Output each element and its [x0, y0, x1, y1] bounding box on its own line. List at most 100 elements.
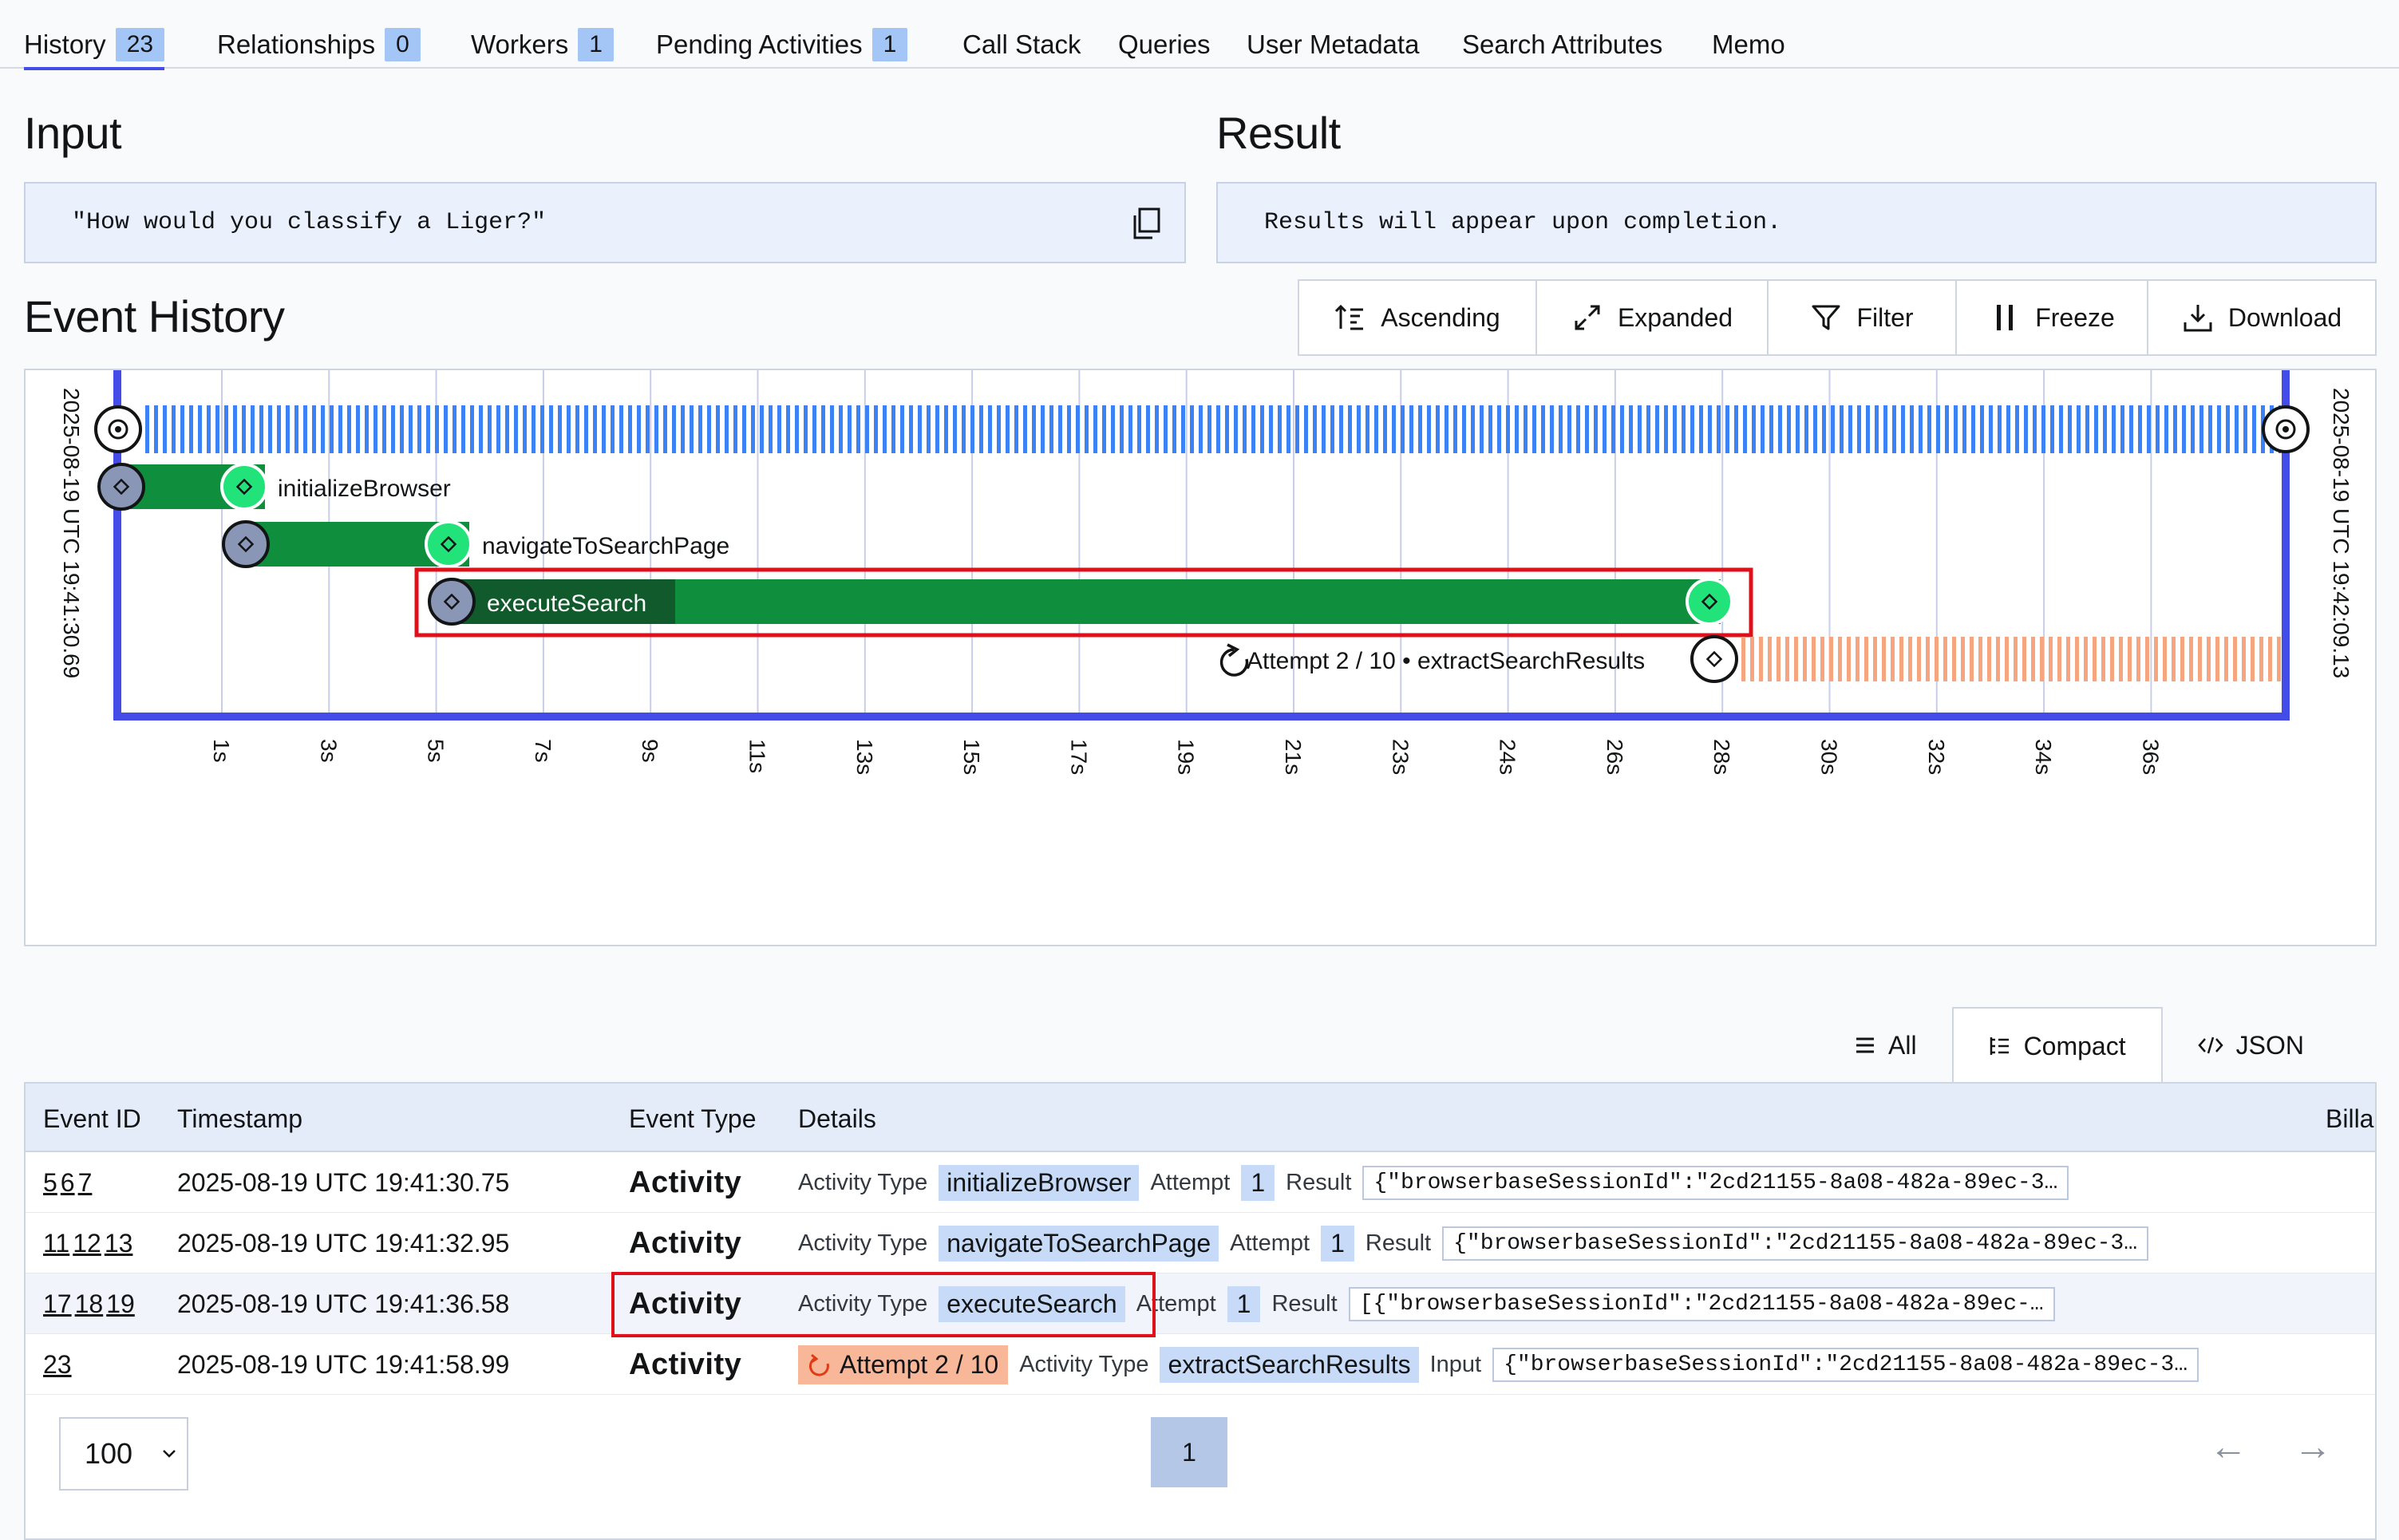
next-page-button[interactable]: → [2294, 1426, 2332, 1468]
tab-call-stack[interactable]: Call Stack [962, 27, 1081, 62]
filter-label: Filter [1856, 302, 1914, 332]
highlight-box [414, 567, 1753, 638]
prev-page-button[interactable]: ← [2209, 1426, 2247, 1468]
tab-search-attributes[interactable]: Search Attributes [1462, 27, 1662, 62]
workflow-end-marker[interactable] [2262, 405, 2310, 453]
input-box: "How would you classify a Liger?" [24, 182, 1186, 263]
detail-label: Result [1286, 1169, 1352, 1195]
expanded-button[interactable]: Expanded [1537, 281, 1769, 354]
count-badge: 23 [115, 28, 165, 61]
timeline-tick-label: 36s [2138, 739, 2163, 775]
view-json-tab[interactable]: JSON [2163, 1007, 2339, 1084]
event-id-link[interactable]: 11 [43, 1228, 70, 1258]
timeline-tick-label: 34s [2031, 739, 2056, 775]
download-button[interactable]: Download [2148, 281, 2375, 354]
result-value: Results will appear upon completion. [1264, 209, 1782, 236]
attempt-badge: Attempt 2 / 10 [798, 1345, 1009, 1384]
attempt-chip: 1 [1321, 1225, 1354, 1262]
activity-type-chip: extractSearchResults [1160, 1346, 1419, 1383]
activity-bar-navigate-to-search-page[interactable] [222, 520, 472, 568]
per-page-value: 100 [85, 1437, 133, 1470]
pause-icon [1997, 305, 2014, 330]
copy-icon[interactable] [1130, 207, 1162, 241]
ascending-label: Ascending [1381, 302, 1500, 332]
result-code: {"browserbaseSessionId":"2cd21155-8a08-4… [1442, 1226, 2149, 1261]
compact-list-icon [1990, 1037, 2009, 1055]
table-row[interactable]: 11 12 13 2025-08-19 UTC 19:41:32.95 Activi… [26, 1213, 2375, 1273]
ascending-button[interactable]: Ascending [1299, 281, 1537, 354]
tab-label: Workers [471, 30, 569, 59]
event-timestamp: 2025-08-19 UTC 19:41:32.95 [177, 1228, 510, 1258]
event-id-link[interactable]: 7 [77, 1167, 93, 1197]
detail-label: Result [1271, 1290, 1338, 1317]
event-type: Activity [629, 1286, 742, 1321]
result-box: Results will appear upon completion. [1216, 182, 2377, 263]
page-button[interactable]: 1 [1151, 1417, 1227, 1487]
tab-user-metadata[interactable]: User Metadata [1247, 27, 1419, 62]
view-compact-tab[interactable]: Compact [1951, 1007, 2163, 1084]
retry-icon [808, 1353, 829, 1376]
event-id-link[interactable]: 5 [43, 1167, 57, 1197]
timeline-tick-label: 3s [316, 739, 341, 763]
timeline-start-label: 2025-08-19 UTC 19:41:30.69 [59, 388, 84, 678]
tab-history[interactable]: History 23 [24, 27, 165, 70]
result-code: {"browserbaseSessionId":"2cd21155-8a08-4… [1362, 1165, 2069, 1200]
tab-label: Memo [1712, 30, 1785, 59]
timeline-tick-label: 13s [852, 739, 877, 775]
event-ids: 23 [43, 1334, 75, 1395]
timeline-chart: 1s 3s 5s 7s 9s 11s 13s 15s 17s 19s 21s 23s 24s 26s 28s… [59, 370, 2354, 775]
tab-memo[interactable]: Memo [1712, 27, 1785, 62]
header-event-type: Event Type [629, 1104, 757, 1133]
event-details: Activity Type initializeBrowser Attempt … [798, 1152, 2069, 1213]
workflow-start-marker[interactable] [94, 405, 142, 453]
event-id-link[interactable]: 19 [106, 1289, 135, 1318]
table-row[interactable]: 23 2025-08-19 UTC 19:41:58.99 Activity A… [26, 1334, 2375, 1395]
detail-label: Activity Type [798, 1230, 928, 1256]
retry-icon [1219, 643, 1249, 677]
event-type: Activity [629, 1165, 742, 1199]
event-id-link[interactable]: 23 [43, 1349, 72, 1379]
event-table: Event ID Timestamp Event Type Details Bi… [24, 1082, 2377, 1540]
tab-relationships[interactable]: Relationships 0 [217, 27, 421, 62]
tab-pending-activities[interactable]: Pending Activities 1 [656, 27, 908, 62]
attempt-chip: 1 [1227, 1285, 1261, 1322]
view-all-tab[interactable]: All [1820, 1007, 1952, 1084]
activity-bar-execute-search[interactable] [428, 578, 1733, 626]
input-value: "How would you classify a Liger?" [72, 209, 547, 236]
tab-queries[interactable]: Queries [1118, 27, 1211, 62]
tab-label: History [24, 30, 106, 59]
activity-type-chip: executeSearch [939, 1285, 1125, 1322]
per-page-select[interactable]: 100 [59, 1417, 188, 1491]
event-id-link[interactable]: 13 [104, 1228, 133, 1258]
chevron-down-icon [163, 1450, 176, 1458]
detail-label: Attempt [1230, 1230, 1310, 1256]
attempt-chip: 1 [1241, 1164, 1275, 1201]
event-id-link[interactable]: 12 [73, 1228, 101, 1258]
filter-button[interactable]: Filter [1769, 281, 1957, 354]
filter-icon [1812, 305, 1840, 330]
freeze-button[interactable]: Freeze [1957, 281, 2148, 354]
tab-label: Search Attributes [1462, 30, 1663, 59]
event-id-link[interactable]: 6 [60, 1167, 75, 1197]
count-badge: 1 [578, 28, 614, 61]
expand-icon [1575, 305, 1600, 330]
pending-activity-label: Attempt 2 / 10 • extractSearchResults [1247, 648, 1645, 674]
timeline-tick-label: 32s [1924, 739, 1949, 775]
activity-label-navigate-to-search-page: navigateToSearchPage [482, 533, 729, 559]
table-row[interactable]: 17 18 19 2025-08-19 UTC 19:41:36.58 Activi… [26, 1272, 2375, 1337]
pending-activity-marker[interactable] [1690, 635, 1738, 683]
activity-bar-initialize-browser[interactable] [97, 463, 268, 511]
timeline-end-label: 2025-08-19 UTC 19:42:09.13 [2329, 388, 2354, 678]
event-id-link[interactable]: 17 [43, 1289, 72, 1318]
timeline-tick-label: 11s [745, 739, 770, 773]
event-id-link[interactable]: 18 [74, 1289, 104, 1318]
timeline-tick-label: 21s [1281, 739, 1306, 775]
timeline-tick-label: 26s [1603, 739, 1627, 775]
activity-label-initialize-browser: initializeBrowser [278, 476, 451, 502]
timeline-tick-label: 15s [959, 739, 984, 775]
view-compact-label: Compact [2023, 1031, 2126, 1060]
tab-label: Queries [1118, 30, 1211, 59]
timeline-tick-label: 24s [1496, 739, 1520, 775]
tab-workers[interactable]: Workers 1 [471, 27, 614, 62]
